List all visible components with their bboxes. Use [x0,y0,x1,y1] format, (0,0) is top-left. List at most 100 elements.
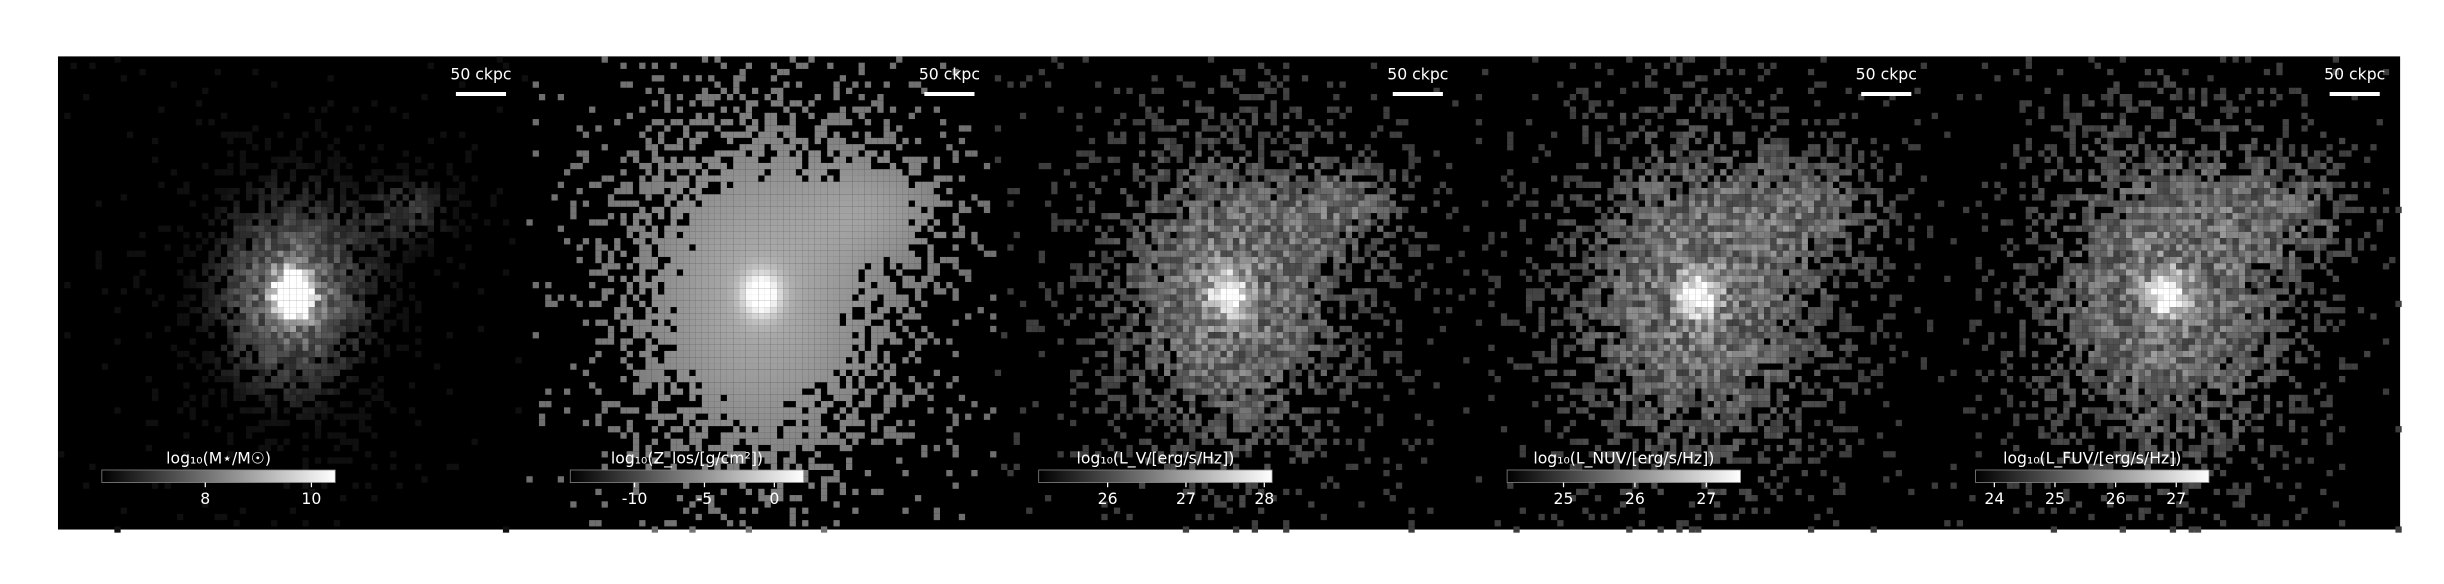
pixel [833,338,840,345]
pixel [1207,225,1215,232]
pixel [1276,244,1284,251]
pixel [651,175,659,182]
pixel [1251,200,1259,207]
pixel [1170,451,1177,458]
pixel [1226,219,1233,226]
pixel [289,275,297,282]
pixel [808,194,815,201]
pixel [1126,244,1133,251]
pixel [1182,288,1190,295]
pixel [883,375,890,383]
pixel [1276,438,1284,445]
pixel [764,413,771,420]
pixel [676,438,684,445]
pixel [701,156,709,163]
pixel [883,219,890,226]
pixel [114,56,121,63]
pixel [783,363,790,370]
pixel [1270,319,1277,326]
pixel [1113,307,1121,314]
pixel [921,281,928,289]
pixel [314,125,322,132]
pixel [833,325,840,333]
pixel [808,112,815,120]
pixel [914,382,922,389]
pixel [714,407,721,414]
pixel [739,187,746,195]
pixel [889,263,897,270]
pixel [795,225,803,232]
pixel [695,495,702,502]
pixel [902,137,909,145]
pixel [339,244,347,251]
pixel [645,219,652,226]
pixel [1145,288,1152,295]
pixel [390,281,397,289]
pixel [352,219,359,226]
pixel [664,244,671,251]
pixel [1214,350,1221,358]
pixel [289,225,297,232]
pixel [1251,219,1259,226]
pixel [365,269,372,276]
pixel [365,332,372,339]
pixel [952,256,959,264]
pixel [1195,106,1202,113]
pixel [990,313,997,320]
pixel [852,181,859,188]
pixel [1264,112,1271,120]
pixel [1182,332,1190,339]
pixel [1145,256,1152,264]
pixel [1232,313,1240,320]
pixel [1151,325,1158,333]
pixel [1276,181,1284,188]
pixel [952,213,959,220]
pixel [308,231,315,239]
pixel [726,294,734,301]
pixel [314,213,322,220]
pixel [1264,369,1271,376]
pixel [852,438,859,445]
pixel [883,300,890,308]
pixel [689,256,696,264]
pixel [321,250,328,257]
pixel [858,250,865,257]
pixel [695,332,702,339]
pixel [1201,375,1208,383]
pixel [714,93,721,101]
pixel [1270,275,1277,282]
pixel [639,175,646,182]
pixel [827,344,834,351]
pixel [239,507,246,514]
pixel [1232,332,1240,339]
pixel [1214,313,1221,320]
pixel [1113,119,1121,126]
pixel [777,194,784,201]
pixel [770,112,778,120]
pixel [764,307,771,314]
pixel [651,181,659,188]
pixel [1189,162,1196,170]
pixel [1264,175,1271,182]
pixel [296,307,303,314]
pixel [833,156,840,163]
pixel [658,394,665,402]
pixel [952,482,959,489]
pixel [733,238,740,245]
pixel [538,413,546,420]
pixel [440,131,447,138]
pixel [1145,269,1152,276]
pixel [927,225,934,232]
pixel [764,281,771,289]
pixel [333,332,340,339]
pixel [607,325,615,333]
pixel [651,281,659,289]
pixel [271,269,278,276]
pixel [1289,307,1296,314]
pixel [390,175,397,182]
pixel [1151,125,1158,132]
pixel [258,219,265,226]
pixel [1207,457,1215,464]
pixel [651,401,659,408]
pixel [252,313,259,320]
